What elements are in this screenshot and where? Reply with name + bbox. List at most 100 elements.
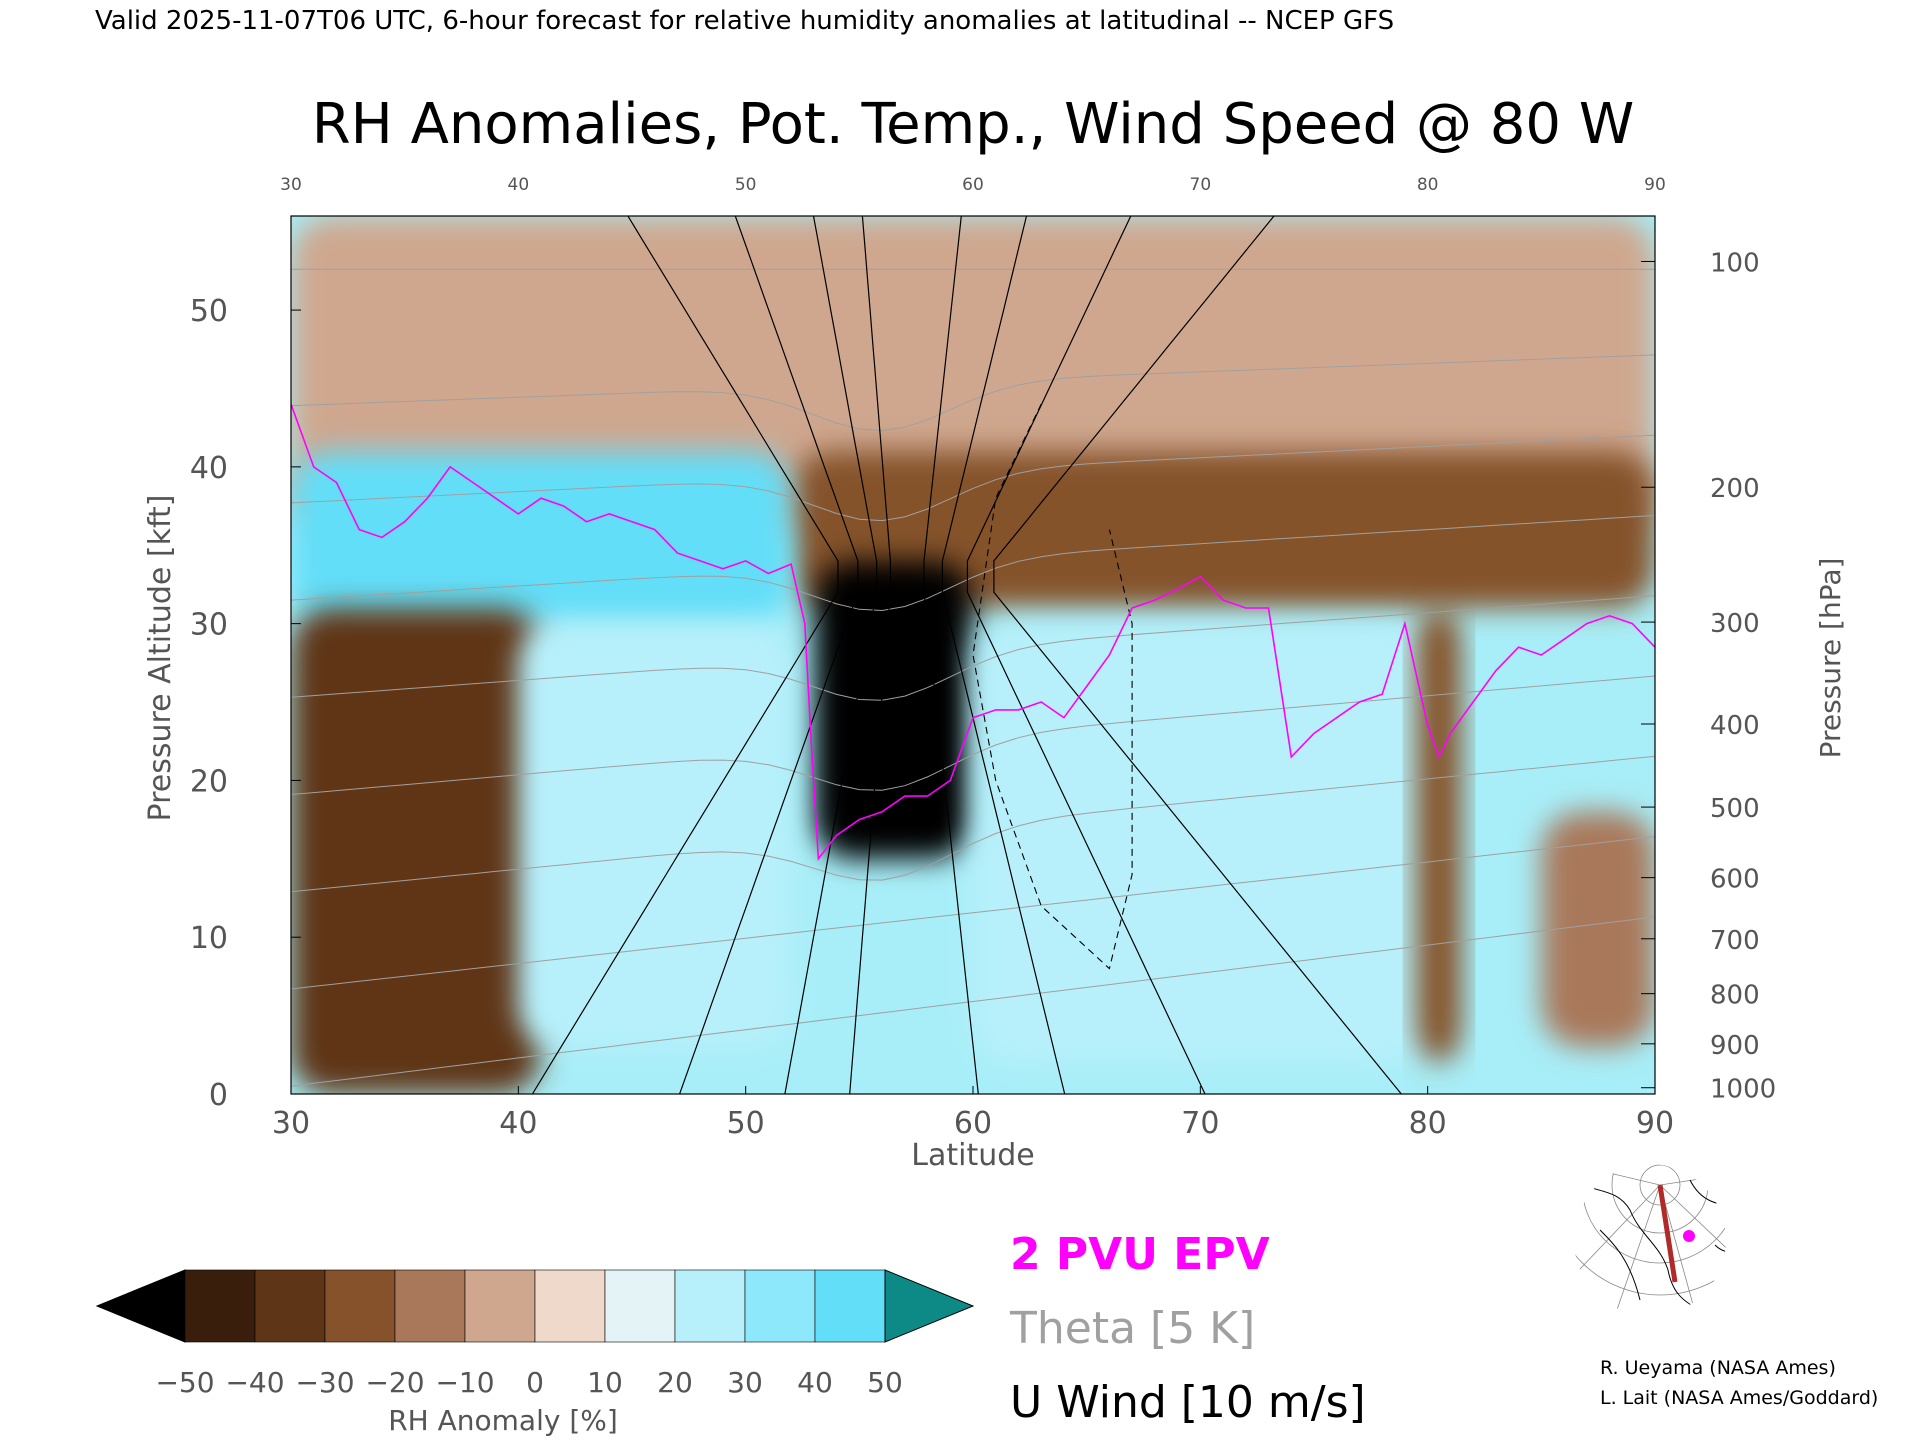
pressure-tick-label: 700 — [1710, 926, 1760, 956]
x-tick-label: 80 — [1409, 1106, 1447, 1141]
y-tick-label: 10 — [190, 921, 228, 956]
u-wind-contour — [531, 216, 839, 1094]
theta-contours — [291, 216, 1655, 1087]
colorbar-tick-label: −10 — [435, 1366, 494, 1399]
colorbar-bin — [674, 1269, 746, 1343]
pressure-tick-label: 100 — [1710, 248, 1760, 278]
legend: 2 PVU EPV Theta [5 K] U Wind [10 m/s] — [1009, 1229, 1366, 1428]
chart-title: RH Anomalies, Pot. Temp., Wind Speed @ 8… — [312, 92, 1634, 157]
theta-contour — [291, 595, 1655, 701]
y2-axis-label: Pressure [hPa] — [1814, 558, 1847, 759]
theta-contour — [291, 755, 1655, 893]
u-wind-contour — [941, 216, 1066, 1094]
rh-region — [291, 451, 792, 624]
credit-1: R. Ueyama (NASA Ames) — [1600, 1357, 1836, 1379]
legend-theta: Theta [5 K] — [1009, 1303, 1255, 1354]
pressure-tick-label: 300 — [1710, 609, 1760, 639]
x-tick-label-top: 40 — [508, 175, 530, 195]
x-axis-top: 30 40 50 60 70 80 90 — [280, 175, 1666, 195]
u-wind-contour — [923, 216, 979, 1094]
x-tick-label-top: 90 — [1644, 175, 1666, 195]
colorbar-tick-label: 30 — [727, 1366, 763, 1399]
colorbar-bin — [744, 1269, 816, 1343]
colorbar-bin — [814, 1269, 886, 1343]
rh-anomaly-field — [291, 216, 1655, 1094]
x-tick-label: 70 — [1181, 1106, 1219, 1141]
pressure-tick-label: 600 — [1710, 865, 1760, 895]
colorbar-tick-label: 50 — [867, 1366, 903, 1399]
colorbar-max-arrow — [884, 1269, 975, 1343]
u-wind-contour — [679, 216, 859, 1094]
figure-header: Valid 2025-11-07T06 UTC, 6-hour forecast… — [95, 6, 1394, 36]
pressure-tick-label: 400 — [1710, 711, 1760, 741]
rh-region — [791, 451, 1655, 608]
pressure-tick-label: 900 — [1710, 1031, 1760, 1061]
x-tick-label-top: 30 — [280, 175, 302, 195]
colorbar-min-arrow — [95, 1269, 186, 1343]
colorbar-bin — [324, 1269, 396, 1343]
y-tick-label: 20 — [190, 764, 228, 799]
y-axis-left: 0 10 20 30 40 50 — [190, 294, 301, 1113]
legend-epv: 2 PVU EPV — [1010, 1229, 1270, 1280]
colorbar-bin — [604, 1269, 676, 1343]
theta-contour — [291, 354, 1655, 432]
rh-region — [1416, 607, 1462, 1063]
x-tick-label-top: 60 — [962, 175, 984, 195]
u-wind-contour-negative — [972, 403, 1133, 970]
rh-region — [813, 560, 973, 859]
theta-contour — [291, 675, 1655, 795]
x-tick-label: 40 — [499, 1106, 537, 1141]
u-wind-contour — [966, 216, 1206, 1094]
theta-contour — [291, 836, 1655, 990]
legend-u-wind: U Wind [10 m/s] — [1010, 1377, 1366, 1428]
x-axis-bottom: 30 40 50 60 70 80 90 — [272, 1086, 1674, 1141]
x-tick-label: 30 — [272, 1106, 310, 1141]
u-wind-contour — [784, 216, 878, 1094]
theta-contour — [291, 916, 1655, 1087]
y-tick-label: 0 — [209, 1078, 228, 1113]
x-tick-label-top: 50 — [735, 175, 757, 195]
epv-2pvu-line — [291, 403, 1655, 861]
location-dot — [1683, 1230, 1695, 1242]
x-axis-label: Latitude — [911, 1138, 1034, 1173]
colorbar-tick-label: 40 — [797, 1366, 833, 1399]
pressure-tick-label: 1000 — [1710, 1075, 1776, 1105]
colorbar-tick-label: −20 — [365, 1366, 424, 1399]
pressure-tick-label: 800 — [1710, 981, 1760, 1011]
colorbar-bin — [534, 1269, 606, 1343]
colorbar-bin — [184, 1269, 256, 1343]
colorbar-bin — [464, 1269, 536, 1343]
u-wind-contour — [849, 216, 891, 1094]
credit-2: L. Lait (NASA Ames/Goddard) — [1600, 1387, 1878, 1409]
rh-region — [518, 623, 792, 1047]
colorbar-tick-label: 10 — [587, 1366, 623, 1399]
rh-region — [291, 607, 542, 1094]
theta-contour — [291, 515, 1655, 612]
u-wind-contours — [531, 216, 1402, 1094]
theta-contour — [291, 434, 1655, 522]
colorbar-tick-label: −40 — [225, 1366, 284, 1399]
x-tick-label: 60 — [954, 1106, 992, 1141]
y-tick-label: 30 — [190, 608, 228, 643]
x-tick-label-top: 80 — [1417, 175, 1439, 195]
x-tick-label: 90 — [1636, 1106, 1674, 1141]
map-inset — [1560, 1164, 1760, 1316]
rh-region — [1541, 811, 1655, 1047]
y-tick-label: 50 — [190, 294, 228, 329]
x-tick-label: 50 — [727, 1106, 765, 1141]
colorbar-bin — [394, 1269, 466, 1343]
pressure-tick-label: 200 — [1710, 474, 1760, 504]
colorbar-tick-label: −30 — [295, 1366, 354, 1399]
colorbar-tick-label: 0 — [526, 1366, 544, 1399]
y-tick-label: 40 — [190, 451, 228, 486]
plot-area: 30 40 50 60 70 80 90 30 40 50 60 70 80 90 0 10 20 30 40 5… — [190, 175, 1776, 1141]
u-wind-contour — [993, 216, 1402, 1094]
pressure-tick-label: 500 — [1710, 794, 1760, 824]
colorbar-tick-label: 20 — [657, 1366, 693, 1399]
colorbar: −50 −40 −30 −20 −10 0 10 20 30 40 50 — [95, 1269, 975, 1399]
colorbar-bin — [254, 1269, 326, 1343]
colorbar-label: RH Anomaly [%] — [388, 1404, 618, 1437]
y-axis-right: 1000 900 800 700 600 500 400 300 200 100 — [1641, 248, 1776, 1105]
colorbar-tick-label: −50 — [155, 1366, 214, 1399]
section-line — [1657, 1184, 1678, 1283]
